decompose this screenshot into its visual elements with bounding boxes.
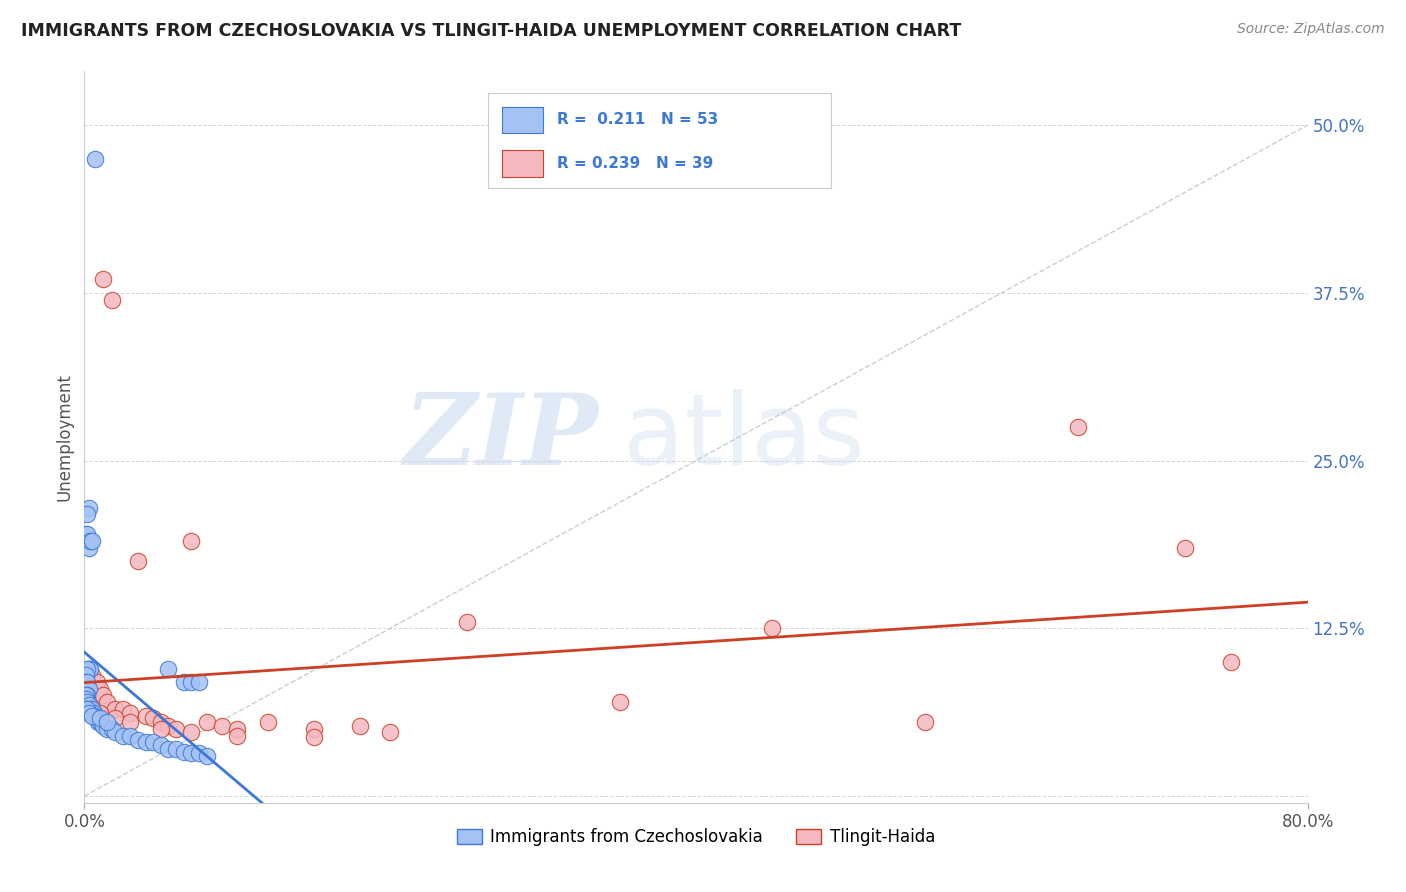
Point — [84, 708, 107, 723]
Point — [135, 735, 157, 749]
Point — [91, 689, 114, 703]
Point — [142, 735, 165, 749]
Point — [104, 702, 127, 716]
Point — [127, 554, 149, 568]
Point — [76, 689, 98, 703]
Point — [302, 722, 325, 736]
Y-axis label: Unemployment: Unemployment — [55, 373, 73, 501]
Point — [77, 681, 100, 696]
Point — [226, 722, 249, 736]
Point — [173, 745, 195, 759]
Point — [101, 293, 124, 307]
Point — [120, 715, 142, 730]
Point — [380, 724, 402, 739]
Point — [89, 715, 111, 730]
Point — [80, 668, 103, 682]
Point — [761, 621, 783, 635]
Point — [76, 662, 98, 676]
Point — [75, 702, 97, 716]
Point — [111, 702, 134, 716]
Point — [79, 702, 101, 716]
Point — [77, 500, 100, 515]
Point — [76, 675, 98, 690]
Text: ZIP: ZIP — [404, 389, 598, 485]
Point — [96, 715, 118, 730]
Point — [127, 732, 149, 747]
Point — [86, 711, 108, 725]
Point — [101, 722, 124, 736]
Point — [83, 706, 105, 720]
Point — [111, 729, 134, 743]
Point — [75, 689, 97, 703]
Point — [96, 722, 118, 736]
Point — [120, 706, 142, 720]
Point — [157, 719, 180, 733]
Point — [76, 702, 98, 716]
Point — [456, 615, 478, 629]
Point — [91, 272, 114, 286]
Point — [1174, 541, 1197, 555]
Point — [80, 708, 103, 723]
Point — [149, 738, 172, 752]
Text: Source: ZipAtlas.com: Source: ZipAtlas.com — [1237, 22, 1385, 37]
Point — [149, 722, 172, 736]
Point — [195, 748, 218, 763]
Point — [80, 702, 103, 716]
Point — [180, 724, 202, 739]
Point — [180, 675, 202, 690]
Point — [84, 152, 107, 166]
Legend: Immigrants from Czechoslovakia, Tlingit-Haida: Immigrants from Czechoslovakia, Tlingit-… — [450, 822, 942, 853]
Point — [77, 706, 100, 720]
Point — [87, 715, 110, 730]
Point — [79, 534, 101, 549]
Point — [609, 695, 631, 709]
Point — [188, 675, 211, 690]
Point — [75, 527, 97, 541]
Point — [76, 695, 98, 709]
Point — [349, 719, 371, 733]
Point — [165, 742, 187, 756]
Point — [302, 730, 325, 744]
Point — [180, 746, 202, 760]
Point — [188, 746, 211, 760]
Point — [211, 719, 233, 733]
Point — [89, 681, 111, 696]
Point — [77, 698, 100, 712]
Point — [77, 541, 100, 555]
Point — [89, 706, 111, 720]
Point — [86, 675, 108, 690]
Point — [104, 724, 127, 739]
Point — [173, 675, 195, 690]
Point — [104, 711, 127, 725]
Point — [157, 662, 180, 676]
Point — [91, 719, 114, 733]
Point — [914, 715, 936, 730]
Point — [1067, 420, 1090, 434]
Point — [75, 675, 97, 690]
Point — [135, 708, 157, 723]
Point — [75, 668, 97, 682]
Point — [180, 534, 202, 549]
Point — [96, 695, 118, 709]
Point — [149, 715, 172, 730]
Point — [75, 692, 97, 706]
Point — [195, 715, 218, 730]
Text: IMMIGRANTS FROM CZECHOSLOVAKIA VS TLINGIT-HAIDA UNEMPLOYMENT CORRELATION CHART: IMMIGRANTS FROM CZECHOSLOVAKIA VS TLINGI… — [21, 22, 962, 40]
Point — [120, 729, 142, 743]
Point — [226, 729, 249, 743]
Point — [79, 662, 101, 676]
Point — [80, 702, 103, 716]
Text: atlas: atlas — [623, 389, 865, 485]
Point — [157, 742, 180, 756]
Point — [165, 722, 187, 736]
Point — [80, 534, 103, 549]
Point — [76, 508, 98, 522]
Point — [89, 711, 111, 725]
Point — [76, 527, 98, 541]
Point — [142, 711, 165, 725]
Point — [1220, 655, 1243, 669]
Point — [77, 662, 100, 676]
Point — [257, 715, 280, 730]
